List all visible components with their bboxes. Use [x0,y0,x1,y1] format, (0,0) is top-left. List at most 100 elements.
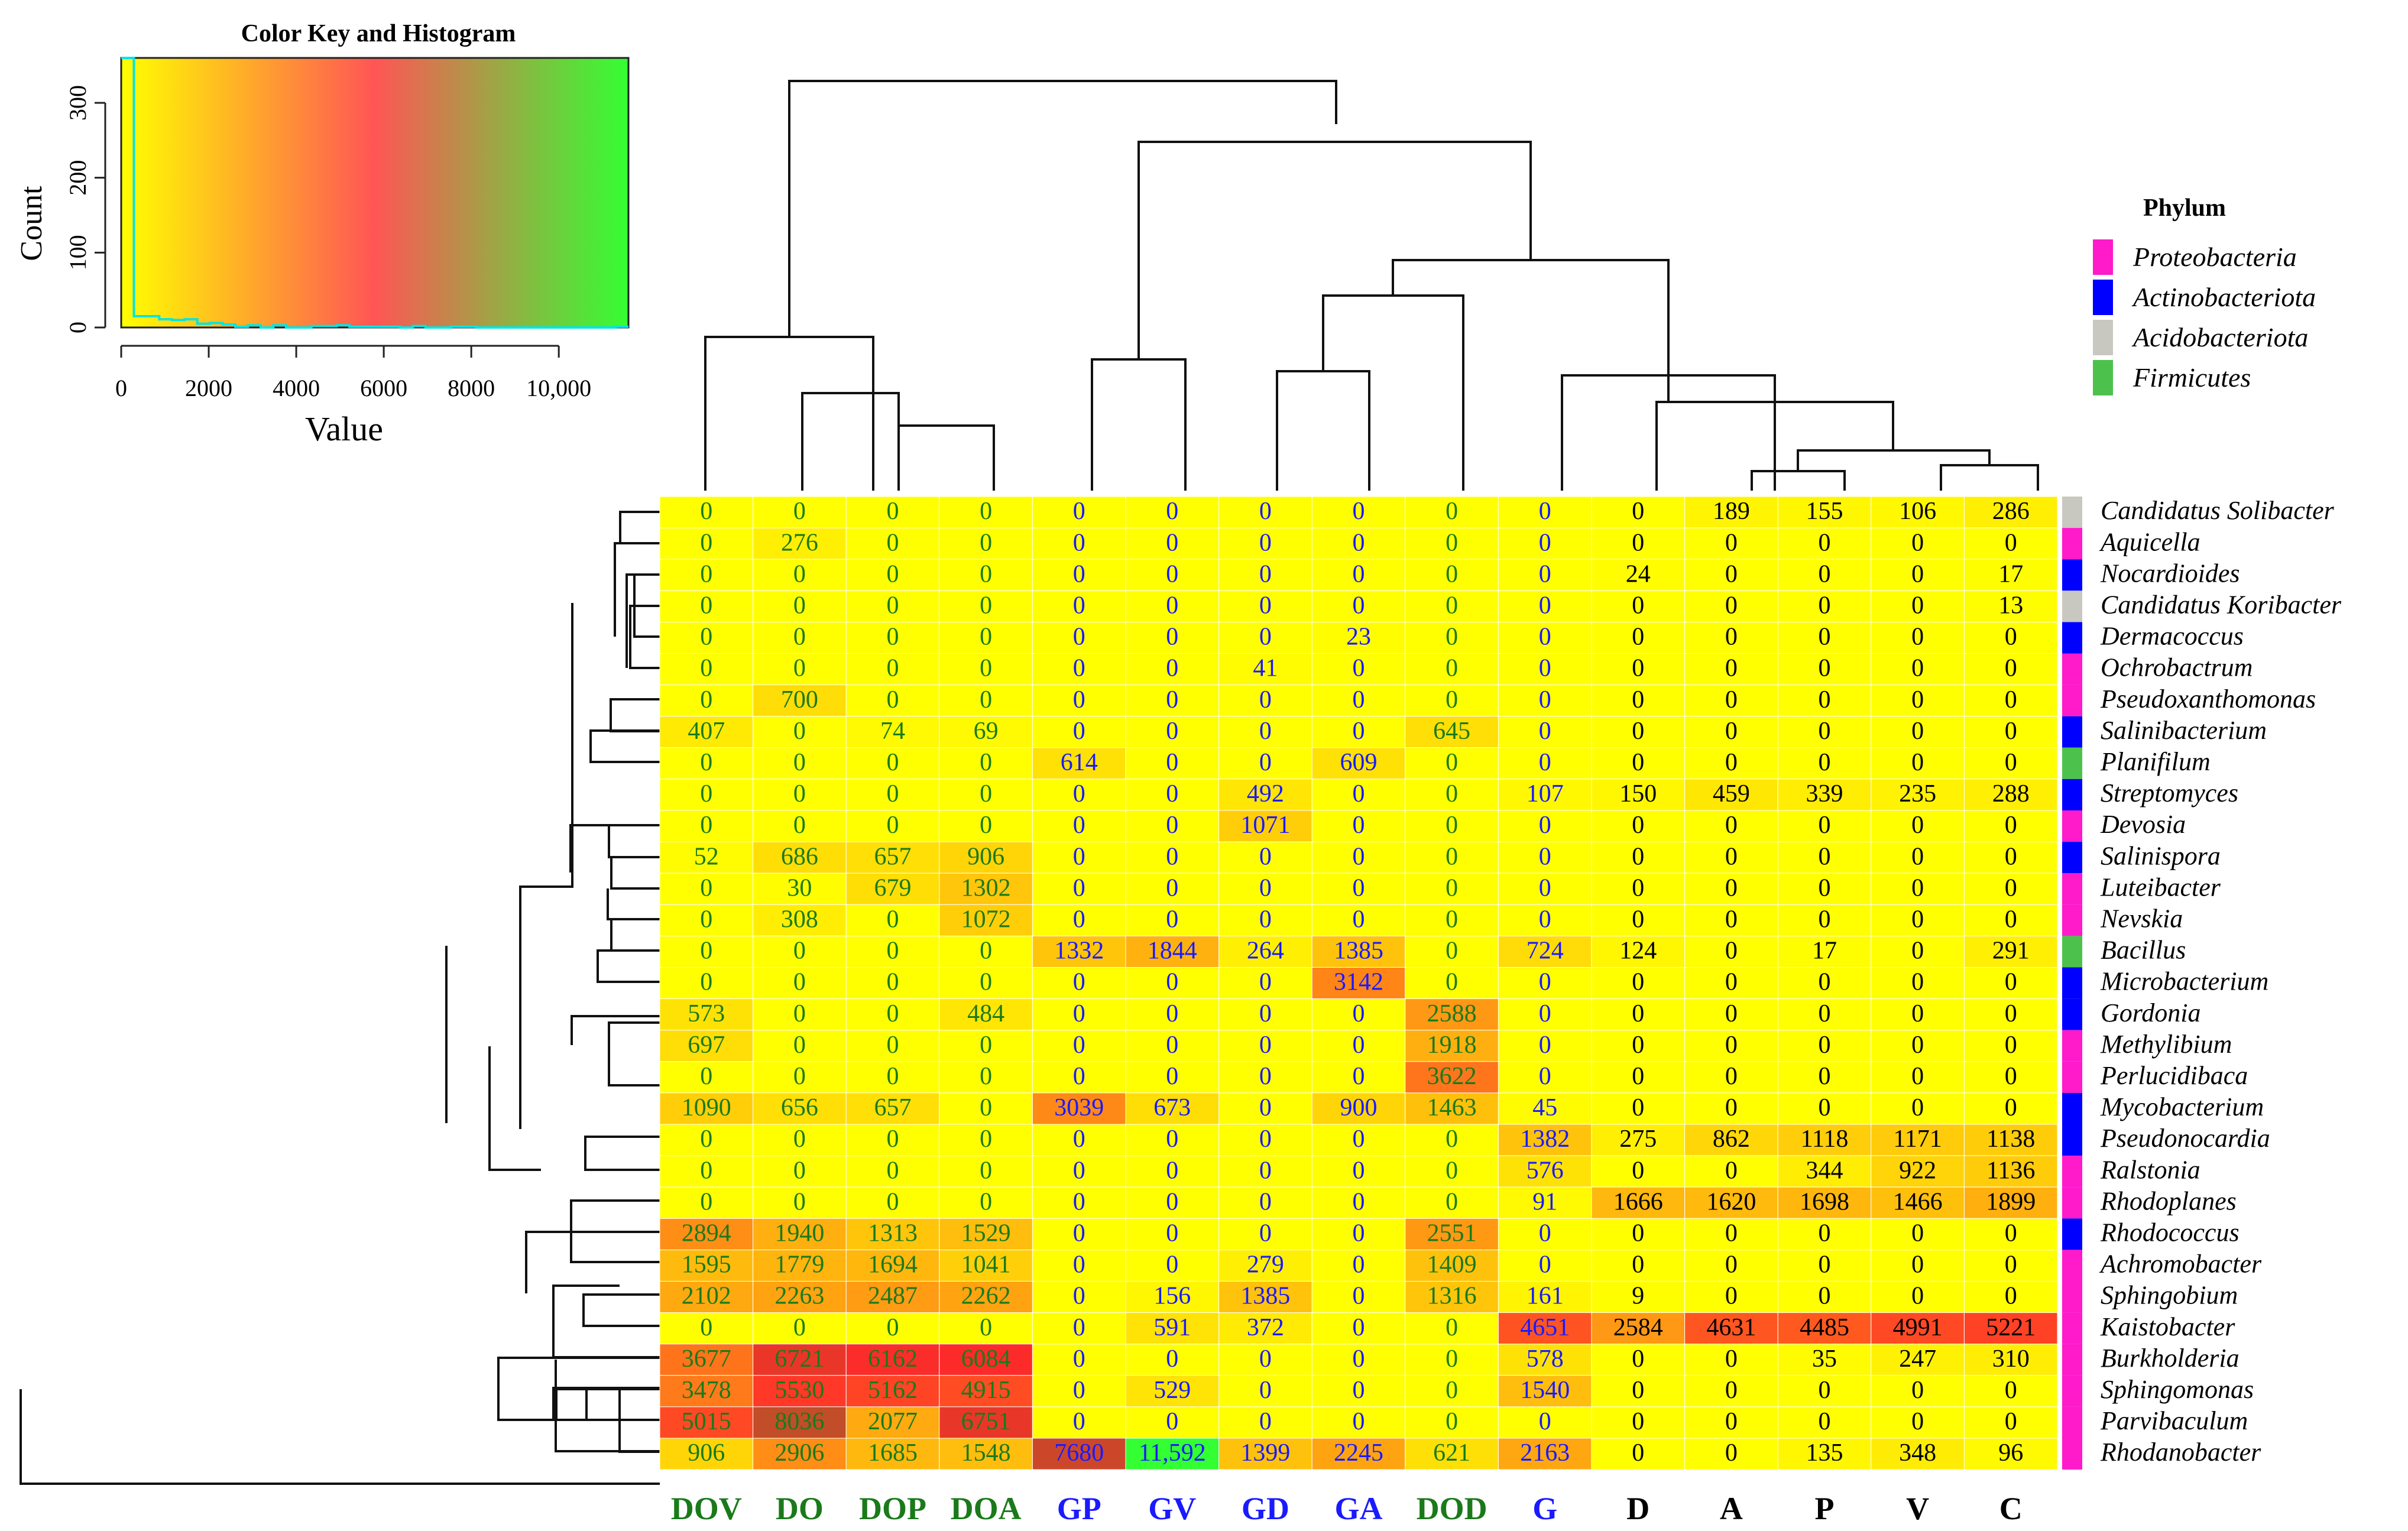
heatmap-cell [1311,779,1406,811]
heatmap-cell-value: 0 [1819,874,1831,901]
heatmap-cell-value: 1899 [1986,1188,2036,1215]
heatmap-cell [1871,904,1965,936]
heatmap-cell-value: 0 [1632,874,1644,901]
heatmap-cell [1777,935,1872,968]
heatmap-cell-value: 0 [1353,1220,1365,1247]
heatmap-cell-value: 0 [700,624,712,651]
heatmap-cell-value: 0 [1725,529,1738,556]
heatmap-cell [939,1375,1033,1407]
heatmap-cell [753,527,847,560]
heatmap-cell-value: 9 [1632,1283,1644,1310]
heatmap-cell [1218,1249,1312,1282]
heatmap-cell-value: 0 [1632,718,1644,745]
column-label: DOP [859,1491,926,1526]
heatmap-cell [939,1281,1033,1313]
heatmap-cell-value: 1694 [868,1251,918,1279]
heatmap-cell-value: 1385 [1334,938,1383,965]
heatmap-cell [1032,590,1126,622]
heatmap-cell [1218,1344,1312,1376]
heatmap-cell-value: 0 [793,938,806,965]
heatmap-cell-value: 0 [1632,686,1644,713]
heatmap-cell [1405,1312,1499,1345]
heatmap-cell [1777,872,1872,905]
heatmap-cell [1125,1312,1220,1345]
heatmap-cell-value: 0 [1725,1251,1738,1279]
heatmap-cell [1218,1312,1312,1345]
heatmap-cell-value: 0 [1632,592,1644,619]
heatmap-cell-value: 1302 [961,874,1011,901]
heatmap-cell-value: 0 [887,1032,899,1059]
heatmap-cell-value: 0 [700,498,712,525]
row-label: Kaistobacter [2100,1312,2235,1341]
heatmap-cell [659,1406,754,1439]
heatmap-cell [1871,1312,1965,1345]
heatmap-cell-value: 0 [1911,906,1924,933]
heatmap-cell [1311,1061,1406,1094]
column-label: DO [776,1491,824,1526]
heatmap-cell-value: 0 [1073,718,1085,745]
heatmap-cell-value: 0 [2005,1283,2017,1310]
heatmap-cell-value: 645 [1433,718,1470,745]
heatmap-cell [1871,1406,1965,1439]
heatmap-cell [845,1030,940,1062]
heatmap-cell-value: 0 [980,969,992,996]
heatmap-cell [1218,716,1312,748]
heatmap-cell [1125,935,1220,968]
heatmap-cell-value: 0 [700,780,712,807]
row-label: Nocardioides [2100,559,2240,588]
heatmap-cell-value: 23 [1346,624,1371,651]
heatmap-cell [659,685,754,717]
heatmap-cell [1125,685,1220,717]
heatmap-cell-value: 0 [1259,843,1272,870]
heatmap-cell-value: 0 [1166,498,1178,525]
heatmap-cell [753,998,847,1031]
heatmap-cell-value: 2584 [1613,1314,1663,1341]
phylum-bar-segment [2062,810,2082,842]
heatmap-cell [1684,904,1778,936]
heatmap-cell [845,559,940,591]
heatmap-cell-value: 0 [1166,1063,1178,1090]
heatmap-cell-value: 135 [1806,1439,1843,1467]
heatmap-cell [1591,685,1686,717]
heatmap-cell-value: 0 [1166,718,1178,745]
heatmap-cell-value: 0 [1073,1345,1085,1373]
heatmap-cell [659,621,754,654]
heatmap-cell [1405,872,1499,905]
heatmap-cell-value: 0 [793,1000,806,1027]
heatmap-cell [1871,1438,1965,1470]
heatmap-cell-value: 0 [1819,906,1831,933]
heatmap-cell [1777,904,1872,936]
heatmap-cell [753,1124,847,1156]
legend-label: Firmicutes [2132,362,2251,393]
heatmap-cell [659,810,754,842]
heatmap-cell-value: 0 [1539,1000,1551,1027]
heatmap-cell [1591,621,1686,654]
heatmap-cell-value: 1399 [1240,1439,1290,1467]
heatmap-cell [659,779,754,811]
heatmap-cell-value: 1698 [1800,1188,1849,1215]
phylum-bar-segment [2062,779,2082,810]
heatmap-cell-value: 0 [887,624,899,651]
heatmap-cell [1777,779,1872,811]
phylum-bar-segment [2062,1281,2082,1313]
column-label: DOA [951,1491,1022,1526]
heatmap-cell [1218,559,1312,591]
heatmap-cell-value: 0 [1073,686,1085,713]
row-label: Candidatus Koribacter [2101,591,2342,619]
heatmap-cell-value: 0 [1446,843,1458,870]
heatmap-cell [939,1155,1033,1188]
heatmap-cell [1311,1218,1406,1250]
heatmap-cell-value: 0 [1353,1000,1365,1027]
heatmap-cell-value: 906 [967,843,1004,870]
heatmap-cell-value: 0 [1632,906,1644,933]
heatmap-cell-value: 0 [1539,498,1551,525]
row-label: Perlucidibaca [2100,1061,2248,1090]
heatmap-cell [1684,685,1778,717]
phylum-bar-segment [2062,1187,2082,1219]
heatmap-cell [1032,653,1126,686]
heatmap-cell [753,1092,847,1125]
heatmap-cell [659,653,754,686]
heatmap-cell-value: 0 [1911,718,1924,745]
heatmap-cell-value: 0 [1911,812,1924,839]
heatmap-cell-value: 348 [1899,1439,1936,1467]
